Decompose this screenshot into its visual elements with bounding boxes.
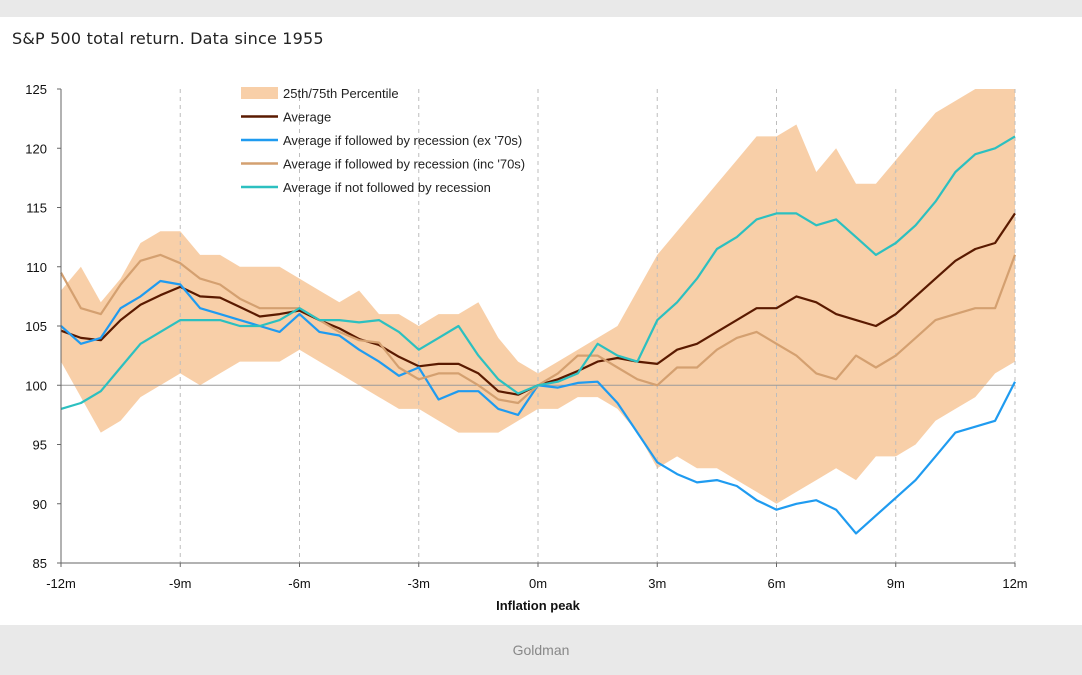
- y-tick-label-4: 105: [25, 319, 47, 334]
- legend-swatch-band: [241, 87, 278, 99]
- y-tick-label-7: 120: [25, 141, 47, 156]
- footer-bar: Goldman: [0, 625, 1082, 665]
- top-strip: [0, 0, 1082, 17]
- y-tick-label-3: 100: [25, 378, 47, 393]
- y-tick-label-5: 110: [26, 260, 47, 275]
- legend-label-3: Average if not followed by recession: [283, 180, 491, 195]
- x-tick-label-4: 0m: [529, 576, 547, 591]
- x-tick-label-1: -9m: [169, 576, 191, 591]
- x-tick-label-0: -12m: [46, 576, 76, 591]
- x-tick-label-5: 3m: [648, 576, 666, 591]
- y-tick-label-0: 85: [33, 556, 47, 571]
- percentile-band: [61, 89, 1015, 504]
- x-tick-label-8: 12m: [1002, 576, 1027, 591]
- chart-title: S&P 500 total return. Data since 1955: [12, 29, 324, 48]
- x-tick-label-2: -6m: [288, 576, 310, 591]
- legend-label-1: Average if followed by recession (ex '70…: [283, 133, 522, 148]
- legend-label-band: 25th/75th Percentile: [283, 86, 399, 101]
- legend-label-2: Average if followed by recession (inc '7…: [283, 157, 525, 172]
- series-line-3: [60, 135, 1016, 410]
- legend-label-0: Average: [283, 110, 331, 125]
- x-axis-label: Inflation peak: [496, 598, 581, 613]
- source-credit: Goldman: [512, 642, 570, 658]
- x-tick-label-3: -3m: [408, 576, 430, 591]
- x-tick-label-7: 9m: [887, 576, 905, 591]
- x-tick-label-6: 6m: [767, 576, 785, 591]
- y-tick-label-6: 115: [26, 201, 47, 216]
- y-tick-label-1: 90: [33, 497, 47, 512]
- y-tick-label-8: 125: [25, 82, 47, 97]
- y-tick-label-2: 95: [33, 438, 47, 453]
